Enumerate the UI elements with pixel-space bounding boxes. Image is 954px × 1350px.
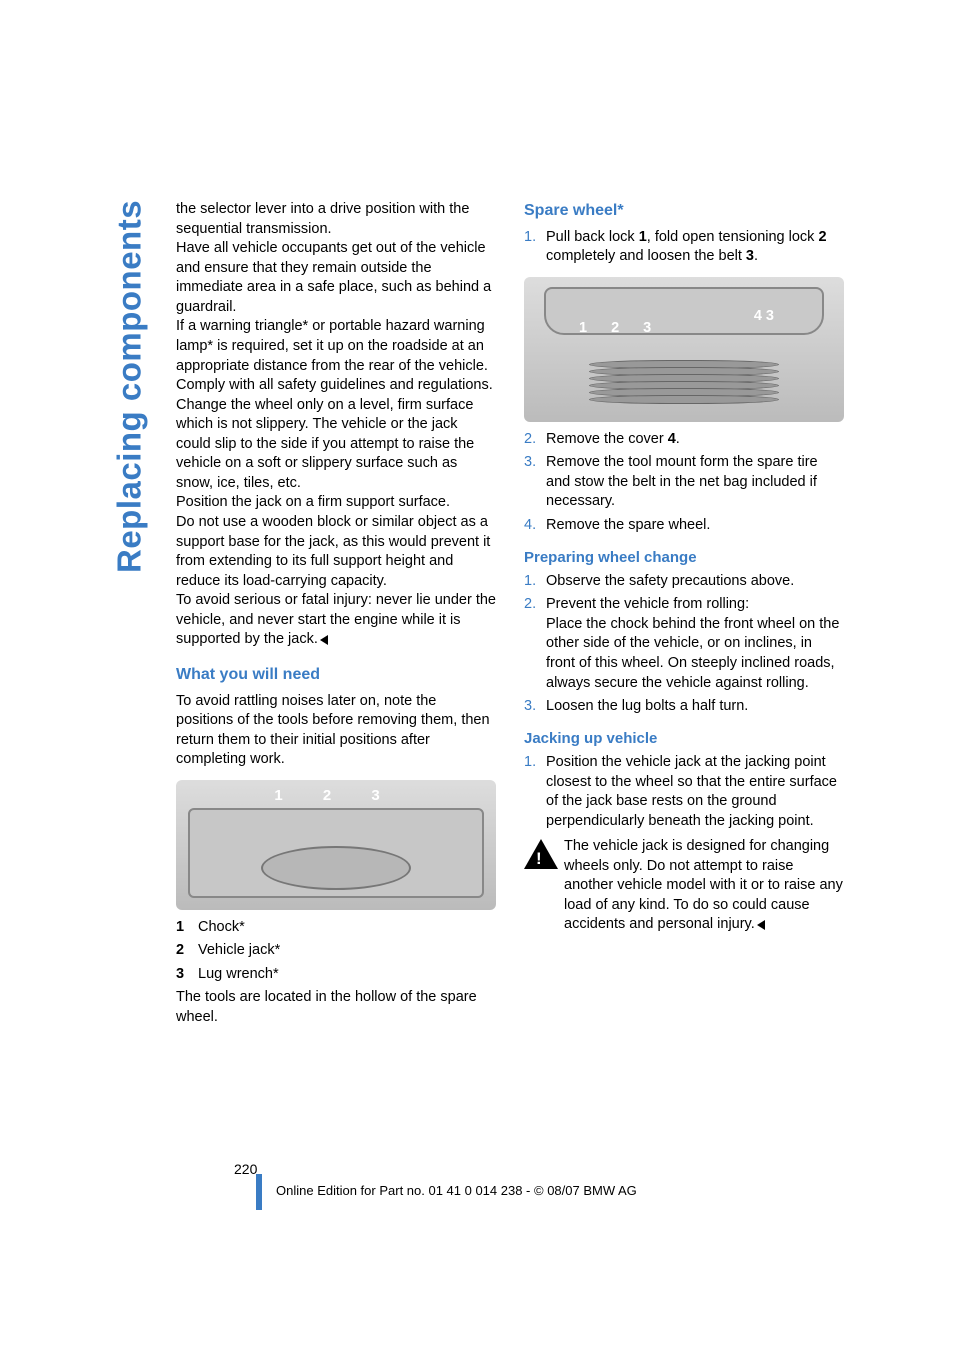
section-side-tab: Replacing components: [110, 200, 150, 630]
heading-preparing: Preparing wheel change: [524, 548, 844, 568]
left-column: the selector lever into a drive position…: [176, 200, 496, 1028]
figure-label-bot: 1 2 3: [579, 319, 661, 339]
tool-note: The tools are located in the hollow of t…: [176, 988, 496, 1027]
footer-accent-bar: [256, 1174, 262, 1210]
warning-icon: [524, 839, 558, 869]
page-footer: 220 Online Edition for Part no. 01 41 0 …: [176, 1160, 846, 1200]
intro-para: Change the wheel only on a level, firm s…: [176, 396, 496, 494]
tool-item: 1Chock*: [176, 918, 496, 938]
list-item: 2.Prevent the vehicle from rolling: Plac…: [524, 595, 844, 693]
right-column: Spare wheel* 1.Pull back lock 1, fold op…: [524, 200, 844, 1028]
warning-text: The vehicle jack is designed for changin…: [546, 837, 844, 935]
heading-jacking: Jacking up vehicle: [524, 729, 844, 749]
page-content: the selector lever into a drive position…: [176, 200, 846, 1028]
figure-tools-in-trunk: 1 2 3: [176, 780, 496, 910]
figure-spare-wheel: 4 3 1 2 3: [524, 277, 844, 422]
jack-steps: 1.Position the vehicle jack at the jacki…: [524, 753, 844, 831]
figure-label-top: 4 3: [754, 308, 774, 324]
footer-edition-line: Online Edition for Part no. 01 41 0 014 …: [276, 1182, 846, 1200]
list-item: 1.Pull back lock 1, fold open tensioning…: [524, 228, 844, 267]
tool-list: 1Chock* 2Vehicle jack* 3Lug wrench*: [176, 918, 496, 985]
spare-steps-b: 2.Remove the cover 4. 3.Remove the tool …: [524, 430, 844, 536]
heading-what-you-need: What you will need: [176, 664, 496, 686]
what-you-need-text: To avoid rattling noises later on, note …: [176, 692, 496, 770]
tool-item: 2Vehicle jack*: [176, 941, 496, 961]
intro-para: the selector lever into a drive position…: [176, 200, 496, 239]
intro-para: Do not use a wooden block or similar obj…: [176, 513, 496, 591]
intro-para: Have all vehicle occupants get out of th…: [176, 239, 496, 317]
figure-labels: 1 2 3: [176, 786, 496, 806]
intro-para: To avoid serious or fatal injury: never …: [176, 591, 496, 650]
heading-spare-wheel: Spare wheel*: [524, 200, 844, 222]
list-item: 4.Remove the spare wheel.: [524, 516, 844, 536]
spare-steps-a: 1.Pull back lock 1, fold open tensioning…: [524, 228, 844, 267]
end-triangle-icon: [320, 635, 328, 645]
page-number: 220: [234, 1160, 846, 1179]
tool-item: 3Lug wrench*: [176, 965, 496, 985]
intro-para: If a warning triangle* or portable hazar…: [176, 317, 496, 395]
list-item: 1.Observe the safety precautions above.: [524, 572, 844, 592]
list-item: 1.Position the vehicle jack at the jacki…: [524, 753, 844, 831]
warning-box: The vehicle jack is designed for changin…: [524, 837, 844, 935]
list-item: 3.Remove the tool mount form the spare t…: [524, 453, 844, 512]
spare-tire-stack: [589, 362, 779, 404]
intro-para: Position the jack on a firm support surf…: [176, 493, 496, 513]
list-item: 2.Remove the cover 4.: [524, 430, 844, 450]
prep-steps: 1.Observe the safety precautions above. …: [524, 572, 844, 717]
end-triangle-icon: [757, 920, 765, 930]
list-item: 3.Loosen the lug bolts a half turn.: [524, 697, 844, 717]
